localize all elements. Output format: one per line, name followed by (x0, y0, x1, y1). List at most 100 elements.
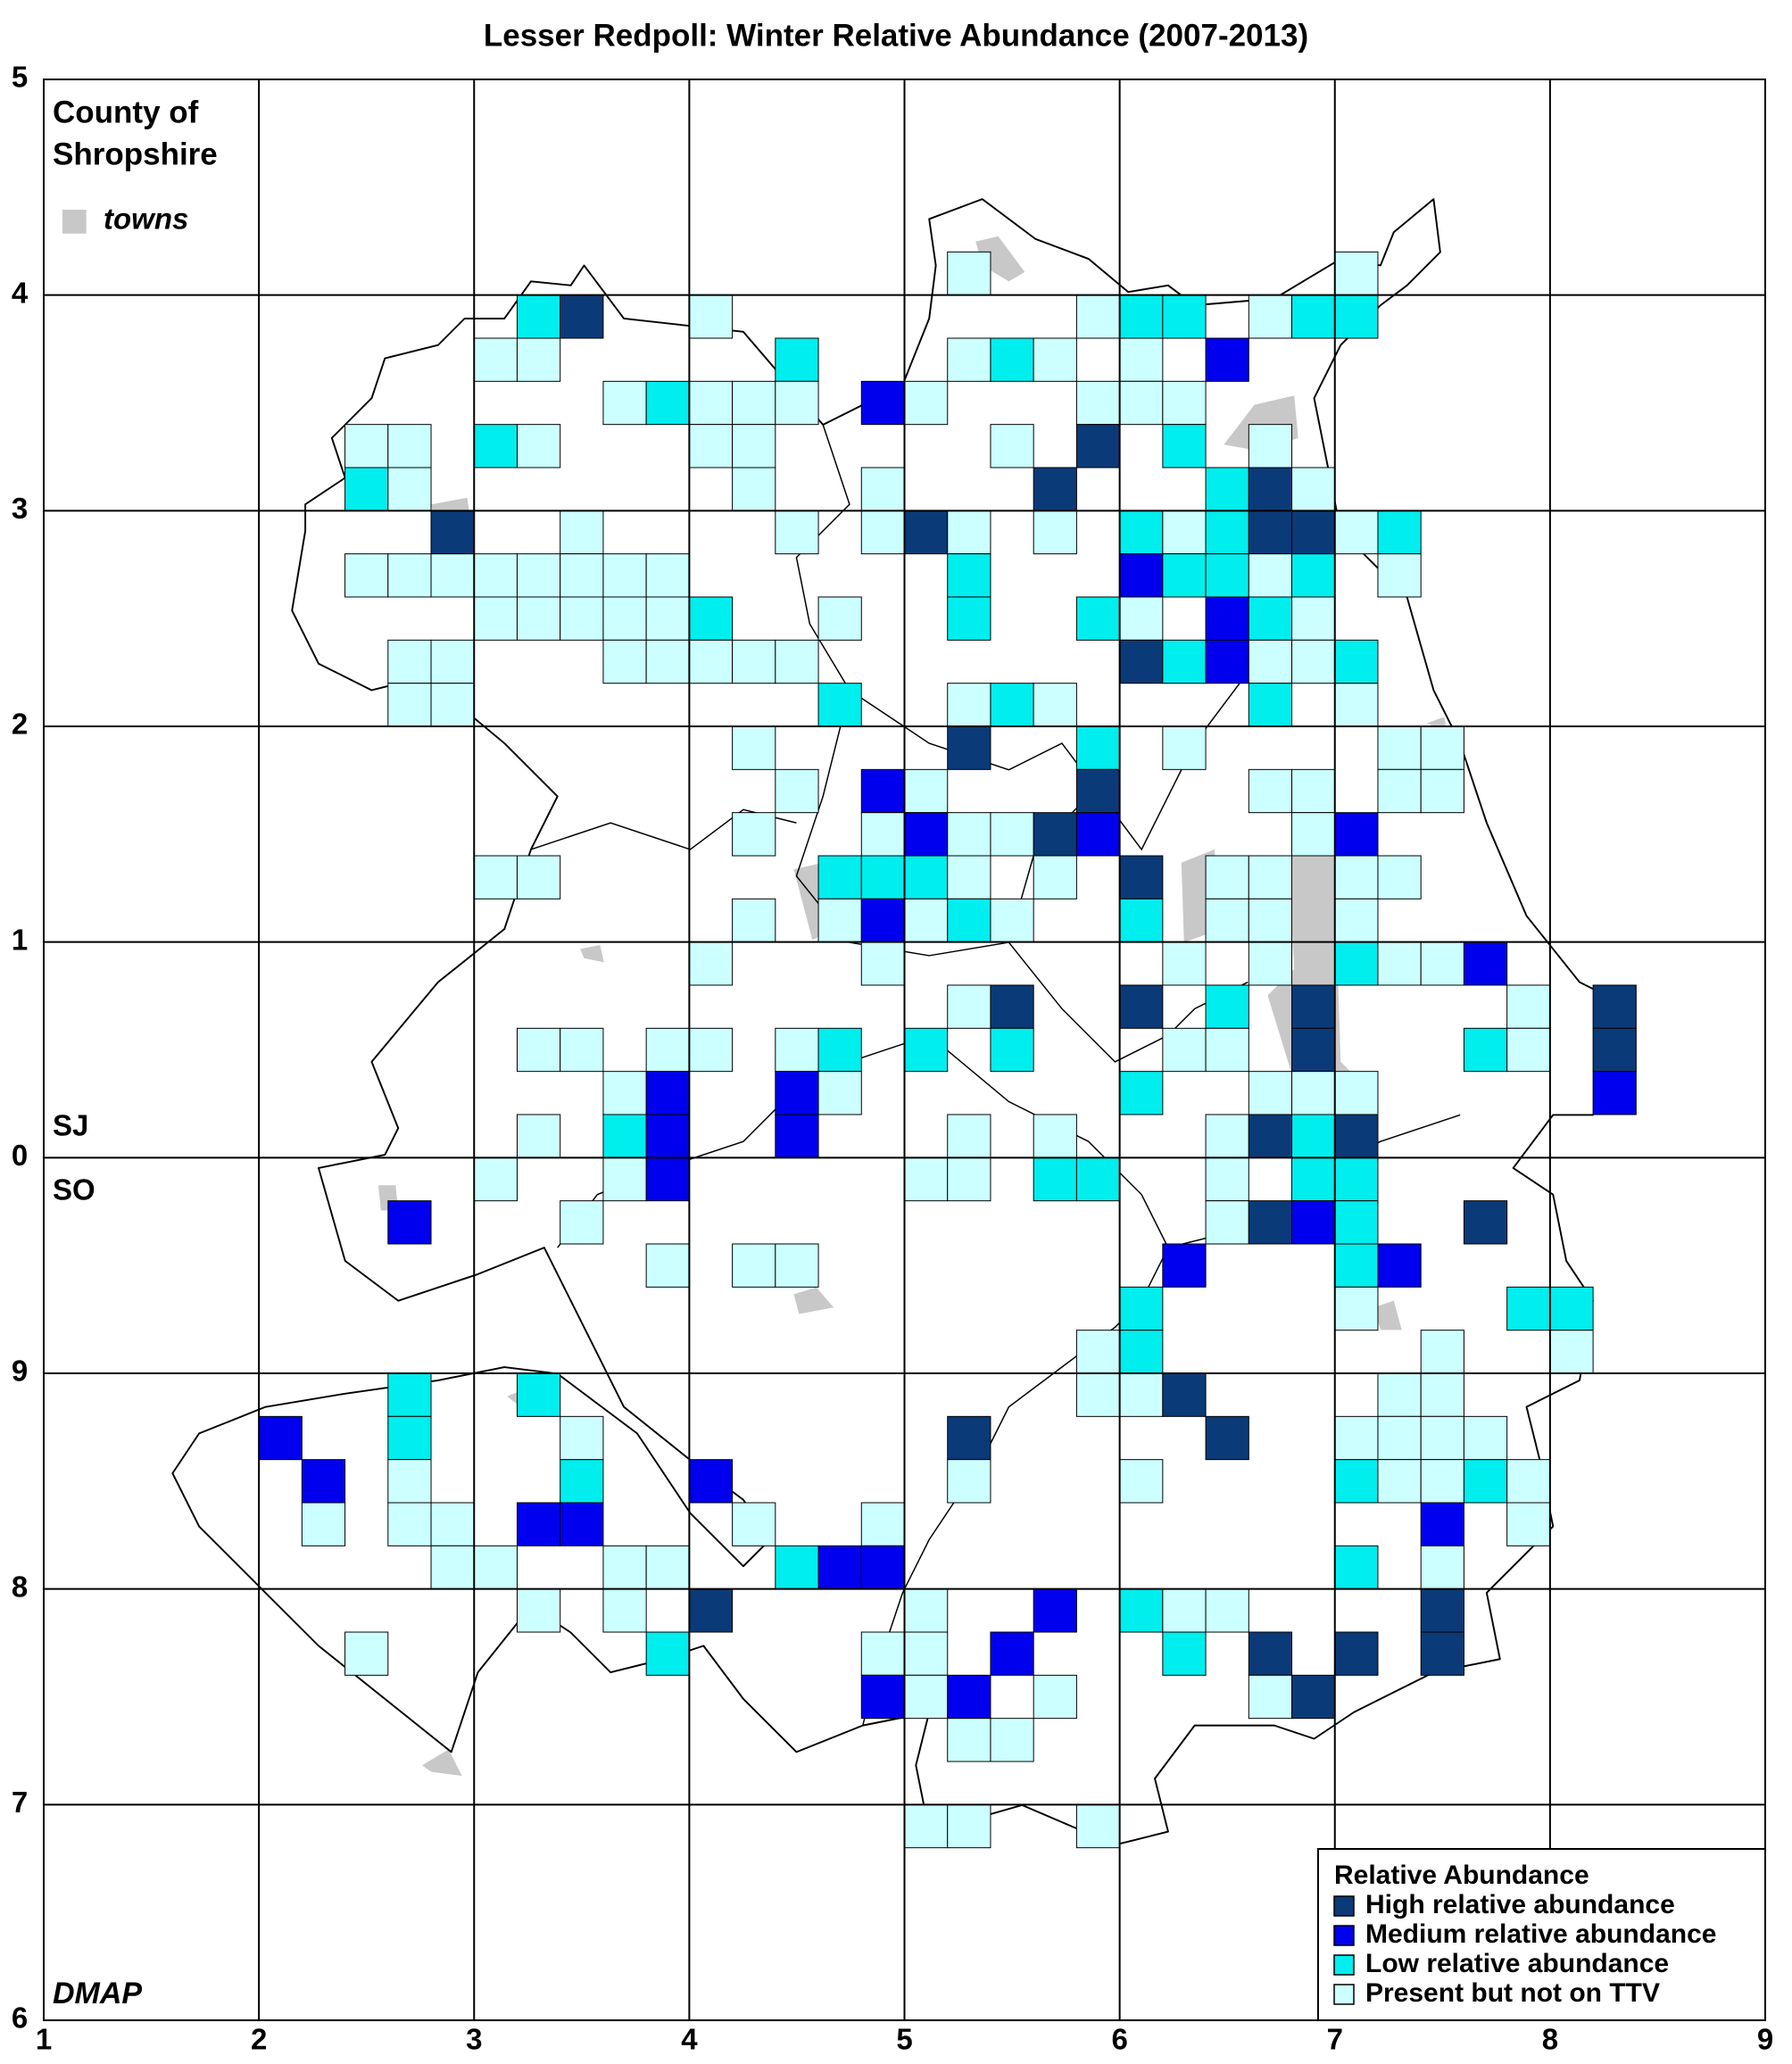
tetrad (1420, 1415, 1464, 1461)
tetrad (473, 596, 518, 641)
tetrad (1420, 1372, 1464, 1417)
tetrad (1248, 467, 1293, 511)
tetrad (645, 639, 690, 684)
tetrad (1205, 1027, 1249, 1073)
tetrad (904, 1803, 949, 1849)
tetrad (560, 596, 604, 641)
tetrad (1334, 812, 1379, 857)
tetrad (1205, 639, 1249, 684)
tetrad (602, 1114, 647, 1158)
tetrad (904, 855, 949, 899)
tetrad (560, 1027, 604, 1073)
tetrad (1205, 1588, 1249, 1633)
tetrad (1291, 1114, 1336, 1158)
y-tick-label: 0 (12, 1139, 28, 1172)
tetrad (1162, 1631, 1207, 1676)
y-tick-label: 3 (12, 492, 28, 525)
tetrad (516, 1372, 561, 1417)
tetrad (904, 1588, 949, 1633)
tetrad (1420, 768, 1464, 814)
tetrad (387, 1372, 432, 1417)
tetrad (1162, 1372, 1207, 1417)
tetrad (1334, 294, 1379, 339)
tetrad (1248, 1674, 1293, 1720)
tetrad (1033, 812, 1077, 857)
tetrad (1592, 984, 1637, 1029)
tetrad (1291, 510, 1336, 555)
tetrad (1248, 639, 1293, 684)
y-tick-label: 8 (12, 1570, 28, 1603)
grid-label: SO (53, 1173, 95, 1206)
tetrad (1033, 467, 1077, 511)
tetrad (1033, 1674, 1077, 1720)
legend-swatch (1333, 1895, 1355, 1917)
y-tick-label: 4 (12, 276, 29, 309)
tetrad (732, 467, 776, 511)
tetrad (1291, 984, 1336, 1029)
legend-swatch (1333, 1925, 1355, 1946)
tetrad (430, 510, 475, 555)
legend-label: Low relative abundance (1365, 1949, 1669, 1978)
legend-swatch (1333, 1954, 1355, 1976)
x-tick-label: 8 (1542, 2023, 1558, 2056)
tetrad (516, 1114, 561, 1158)
tetrad (1119, 294, 1164, 339)
tetrad (1205, 984, 1249, 1029)
tetrad (1506, 1286, 1551, 1331)
tetrad (645, 1156, 690, 1202)
tetrad (1334, 1545, 1379, 1590)
tetrad (688, 294, 734, 339)
legend-box (1317, 1848, 1766, 2021)
tetrad (732, 424, 776, 468)
county-label: County of (53, 95, 199, 129)
tetrad (860, 1545, 906, 1590)
y-tick-label: 7 (12, 1786, 28, 1819)
tetrad (1205, 596, 1249, 641)
tetrad (1334, 1286, 1379, 1331)
tetrad (1334, 1243, 1379, 1288)
tetrad (1291, 294, 1336, 339)
grid-label: SJ (53, 1109, 88, 1142)
tetrad (817, 1071, 862, 1115)
tetrad (1291, 553, 1336, 598)
tetrad (904, 1027, 949, 1073)
tetrad (516, 855, 561, 899)
legend-label: Present but not on TTV (1365, 1978, 1660, 2008)
tetrad (732, 812, 776, 857)
tetrad (904, 1674, 949, 1720)
tetrad (1205, 1114, 1249, 1158)
tetrad (775, 337, 819, 382)
tetrad (344, 424, 389, 468)
tetrad (1119, 510, 1164, 555)
tetrad (904, 898, 949, 943)
tetrad (1205, 1200, 1249, 1245)
x-tick-label: 5 (896, 2023, 912, 2056)
tetrad (1291, 596, 1336, 641)
tetrad (516, 553, 561, 598)
tetrads (258, 251, 1637, 1849)
tetrad (1248, 596, 1293, 641)
tetrad (904, 1631, 949, 1676)
tetrad (1075, 1803, 1121, 1849)
town (975, 236, 1025, 282)
tetrad (860, 812, 906, 857)
tetrad (1506, 984, 1551, 1029)
tetrad (1162, 380, 1207, 426)
tetrad (344, 467, 389, 511)
tetrad (1377, 1459, 1422, 1504)
tetrad (1248, 855, 1293, 899)
tetrad (1119, 1588, 1164, 1633)
tetrad (904, 380, 949, 426)
tetrad (560, 1459, 604, 1504)
tetrad (1334, 1114, 1379, 1158)
x-tick-label: 7 (1327, 2023, 1343, 2056)
tetrad (430, 1545, 475, 1590)
tetrad (1291, 768, 1336, 814)
tetrad (1248, 1071, 1293, 1115)
tetrad (990, 898, 1034, 943)
tetrad (1205, 337, 1249, 382)
tetrad (1506, 1502, 1551, 1546)
tetrad (1291, 467, 1336, 511)
town (793, 1287, 834, 1314)
